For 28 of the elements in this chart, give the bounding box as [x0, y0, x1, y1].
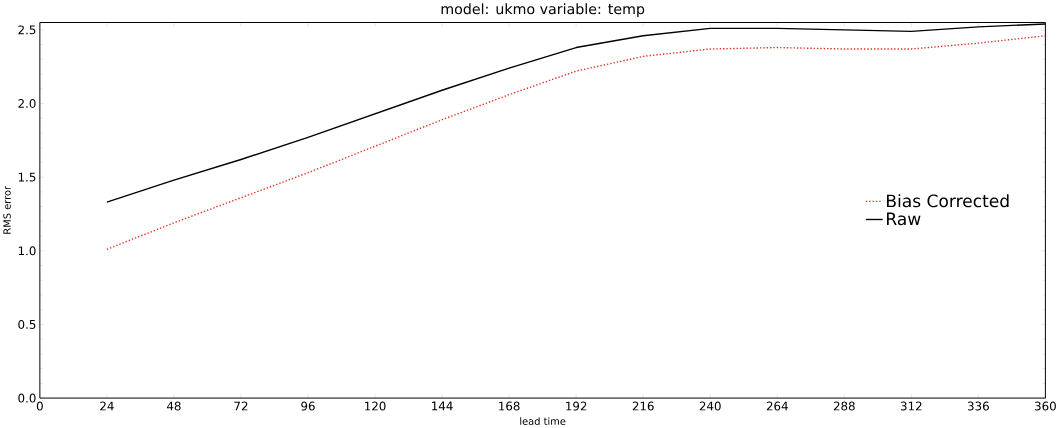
- x-tick-label: 96: [301, 401, 315, 411]
- y-tick-label: 2.0: [18, 98, 36, 108]
- x-tick-label: 216: [632, 401, 654, 411]
- x-axis-title: lead time: [520, 417, 566, 425]
- x-tick-label: 360: [1035, 401, 1056, 411]
- x-tick-label: 312: [900, 401, 922, 411]
- x-tick-label: 168: [499, 401, 520, 411]
- x-tick-label: 240: [699, 401, 721, 411]
- y-tick-label: 0.5: [18, 319, 36, 329]
- x-tick-label: 24: [100, 401, 114, 411]
- x-tick-label: 264: [766, 401, 788, 411]
- x-tick-label: 288: [833, 401, 855, 411]
- legend-label: Raw: [887, 212, 921, 226]
- y-axis-title: RMS error: [3, 185, 11, 234]
- y-tick-label: 1.5: [18, 172, 36, 182]
- x-tick-label: 336: [967, 401, 989, 411]
- x-tick-label: 120: [365, 401, 386, 411]
- y-tick-label: 2.5: [18, 25, 36, 35]
- x-tick-label: 144: [432, 401, 453, 411]
- x-tick-label: 72: [234, 401, 248, 411]
- line-series: [106, 34, 1046, 250]
- chart-title: model: ukmo variable: temp: [441, 3, 645, 17]
- legend-label: Bias Corrected: [887, 194, 1009, 208]
- x-tick-label: 0: [36, 401, 43, 411]
- x-tick-label: 192: [566, 401, 587, 411]
- x-tick-label: 48: [166, 401, 181, 411]
- y-tick-label: 1.0: [18, 246, 36, 256]
- y-tick-label: 0.0: [18, 393, 36, 403]
